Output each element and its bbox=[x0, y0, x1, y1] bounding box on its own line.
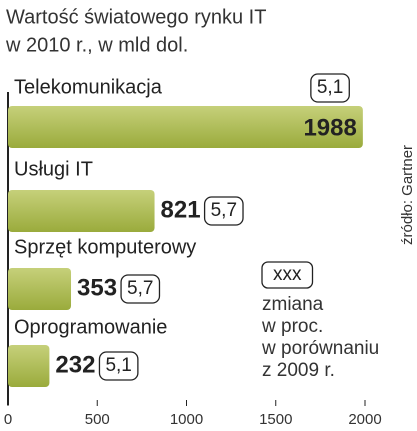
legend-box bbox=[261, 261, 314, 289]
change-box bbox=[98, 351, 139, 381]
value-label: 821 bbox=[161, 196, 201, 223]
source: źródło: Gartner bbox=[399, 145, 416, 245]
category-label: Sprzęt komputerowy bbox=[14, 236, 196, 258]
change-box bbox=[310, 73, 350, 103]
change-label: 5,1 bbox=[317, 77, 343, 98]
x-tick-label: 2000 bbox=[348, 411, 381, 428]
bar bbox=[8, 190, 155, 232]
x-tick-label: 500 bbox=[85, 411, 110, 428]
change-label: 5,7 bbox=[211, 200, 237, 221]
chart-title: Wartość światowego rynku IT bbox=[6, 6, 266, 28]
chart-subtitle: w 2010 r., w mld dol. bbox=[5, 34, 188, 56]
legend-text: w proc. bbox=[261, 316, 323, 337]
legend-text: w porównaniu bbox=[261, 338, 379, 359]
category-label: Usługi IT bbox=[14, 158, 93, 180]
legend-box-label: xxx bbox=[273, 264, 302, 285]
category-label: Oprogramowanie bbox=[14, 316, 167, 338]
change-box bbox=[203, 196, 244, 226]
category-label: Telekomunikacja bbox=[14, 76, 163, 98]
value-label: 353 bbox=[77, 274, 117, 301]
bar bbox=[8, 345, 50, 387]
x-tick-label: 0 bbox=[4, 411, 12, 428]
x-tick-label: 1000 bbox=[170, 411, 203, 428]
value-label: 232 bbox=[55, 351, 95, 378]
bar bbox=[8, 268, 72, 310]
change-label: 5,1 bbox=[105, 355, 131, 376]
change-box bbox=[120, 274, 161, 304]
change-label: 5,7 bbox=[127, 278, 153, 299]
legend-text: z 2009 r. bbox=[262, 360, 335, 381]
bar bbox=[8, 106, 363, 148]
legend-text: zmiana bbox=[262, 294, 324, 315]
value-label: 1988 bbox=[303, 114, 356, 141]
x-tick-label: 1500 bbox=[259, 411, 292, 428]
